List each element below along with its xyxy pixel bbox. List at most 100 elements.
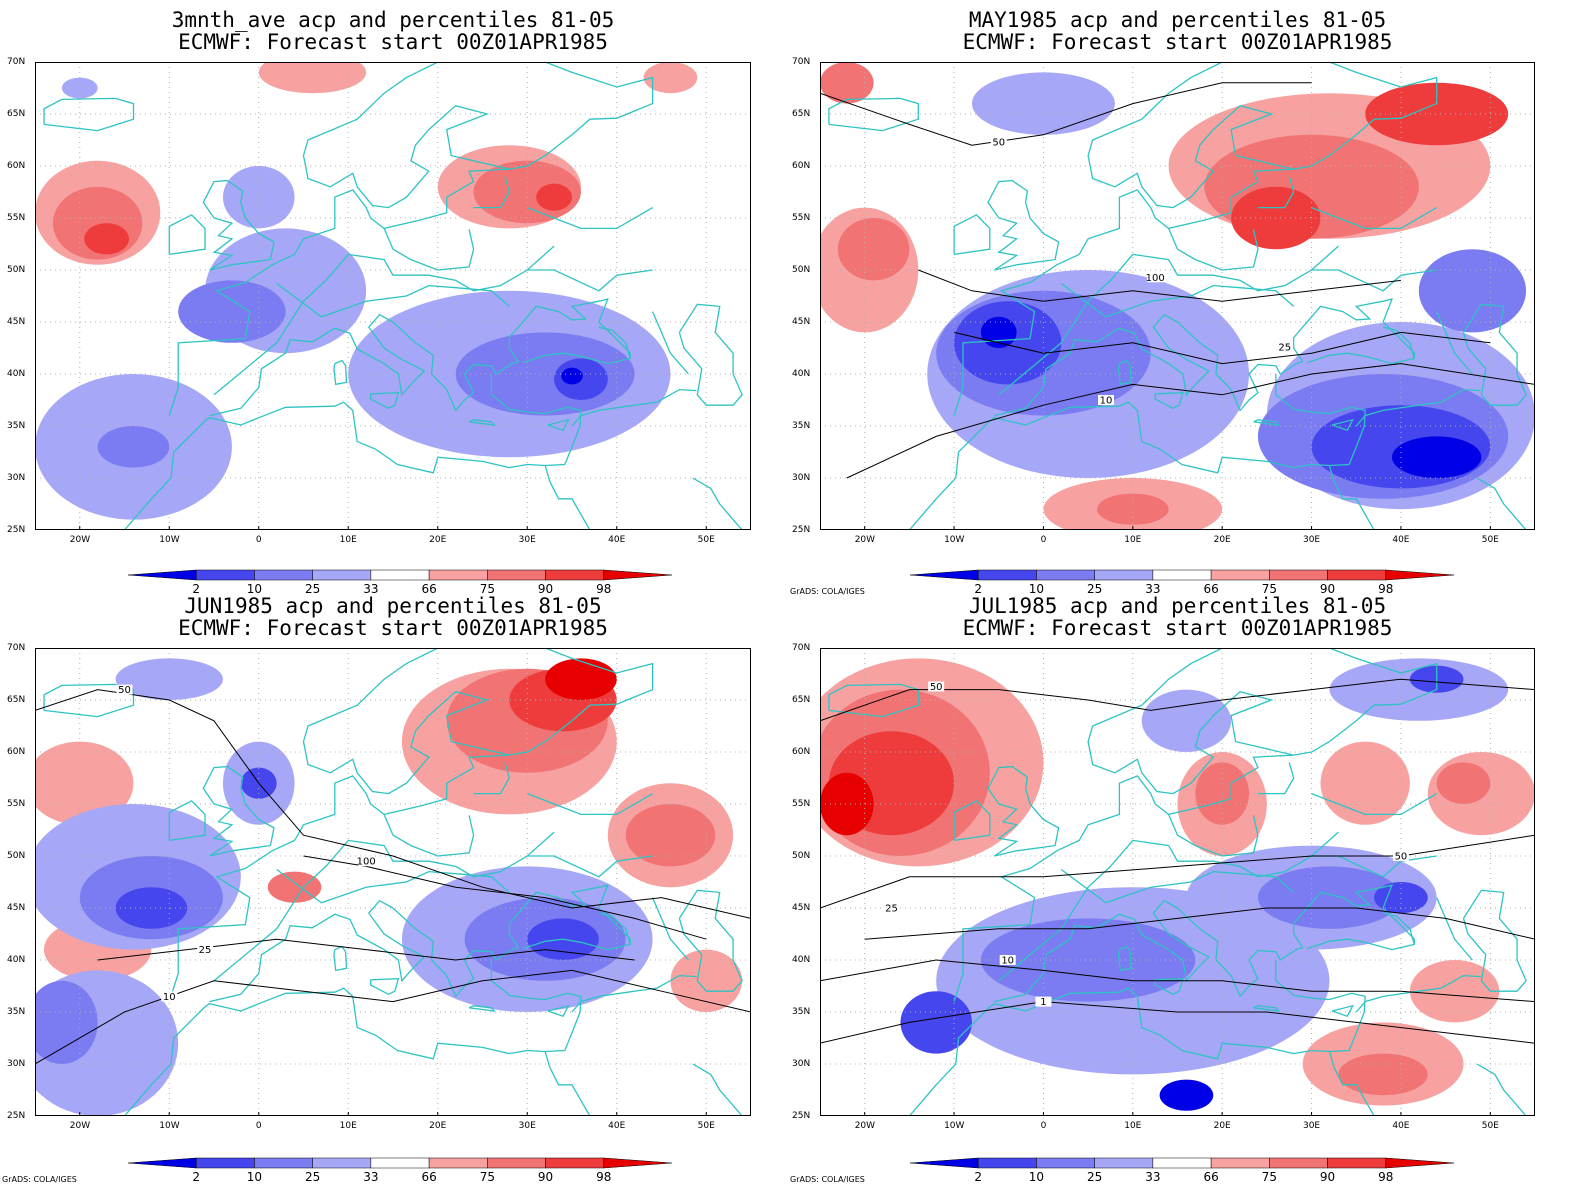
colorbar-segment	[603, 1157, 672, 1169]
climate-contour	[846, 363, 1535, 479]
coastline	[544, 1051, 551, 1068]
coastline	[1253, 419, 1281, 426]
coastline	[202, 179, 275, 271]
coastline	[509, 62, 654, 170]
percentile-shade	[670, 949, 743, 1012]
contour-label-background	[1098, 395, 1114, 405]
coastline	[1333, 480, 1375, 530]
panel-3month-average: 3mnth_ave acp and percentiles 81-05 ECMWF…	[0, 0, 790, 596]
longitude-label: 20E	[429, 1121, 447, 1131]
coastline	[1311, 792, 1438, 816]
percentile-map: 50 10 25 100	[35, 648, 751, 1116]
colorbar-label: 98	[1378, 1170, 1394, 1184]
contour-label-background	[1276, 341, 1293, 352]
panel-title: JUN1985 acp and percentiles 81-05	[184, 594, 602, 618]
coastline	[998, 831, 1339, 982]
coastline	[571, 974, 697, 1013]
colorbar-segment	[1327, 569, 1387, 581]
colorbar-segment	[370, 569, 430, 581]
coastline	[1382, 326, 1415, 359]
latitude-label: 25N	[7, 525, 26, 535]
coastline	[953, 214, 991, 256]
longitude-label: 20E	[1213, 1121, 1231, 1131]
colorbar-label: 2	[974, 1170, 983, 1184]
contour-label: 50	[930, 682, 943, 693]
colorbar-label: 66	[421, 582, 437, 596]
contour-label-background	[990, 137, 1007, 148]
colorbar-label: 90	[1319, 1170, 1336, 1184]
map-frame	[35, 648, 751, 1116]
coastline	[202, 765, 275, 857]
contour-label-background	[197, 944, 214, 955]
map-frame	[820, 648, 1535, 1116]
colorbar-label: 90	[537, 582, 554, 596]
coastline	[473, 176, 510, 209]
percentile-shade	[258, 62, 367, 94]
percentile-shade	[1338, 1053, 1428, 1096]
latitude-label: 45N	[792, 317, 811, 327]
coastline	[468, 1005, 496, 1012]
longitude-label: 10E	[1124, 1121, 1142, 1131]
coastline	[994, 884, 1415, 1003]
coastline	[692, 1063, 743, 1116]
coastline	[1333, 1066, 1375, 1116]
latitude-label: 55N	[792, 213, 811, 223]
coastline	[953, 800, 991, 842]
coastline	[1293, 62, 1438, 170]
percentile-shade	[1365, 82, 1509, 146]
latitude-label: 60N	[792, 161, 811, 171]
percentile-shade	[837, 218, 910, 281]
longitude-label: 20E	[1213, 535, 1231, 545]
coastline	[953, 648, 1294, 1002]
percentile-shade	[115, 887, 188, 929]
colorbar-label: 90	[1319, 582, 1336, 596]
coastline	[168, 800, 206, 842]
latitude-label: 50N	[7, 851, 26, 861]
percentile-shade	[35, 980, 98, 1064]
coastline	[43, 683, 135, 718]
climate-contour	[820, 959, 1535, 1003]
coastline	[692, 477, 743, 530]
longitude-label: 20W	[854, 1121, 876, 1131]
latitude-label: 60N	[792, 747, 811, 757]
colorbar-label: 75	[479, 1170, 495, 1184]
percentile-shade	[1409, 960, 1500, 1023]
coastline	[168, 648, 510, 1002]
coastline	[369, 392, 400, 410]
colorbar-label: 25	[305, 582, 321, 596]
longitude-label: 0	[1040, 1121, 1047, 1131]
percentile-shade	[1097, 493, 1169, 525]
colorbar-segment	[487, 569, 546, 581]
coastline	[383, 228, 475, 271]
colorbar-label: 33	[363, 1170, 379, 1184]
colorbar-label: 66	[421, 1170, 437, 1184]
coastline	[213, 831, 555, 982]
coastline	[1355, 388, 1481, 427]
coastline	[908, 960, 1366, 1116]
contour-label: 50	[1395, 852, 1408, 863]
coastline	[598, 912, 631, 945]
coastline	[209, 884, 631, 1003]
percentile-shade	[1141, 689, 1232, 752]
colorbar-segment	[1094, 1157, 1154, 1169]
panel-subtitle: ECMWF: Forecast start 00Z01APR1985	[962, 30, 1393, 54]
panel-jul-1985: JUL1985 acp and percentiles 81-05 ECMWF: …	[790, 596, 1596, 1196]
coastline	[276, 282, 510, 318]
coastline	[473, 762, 510, 795]
colorbar-label: 98	[596, 1170, 612, 1184]
latitude-label: 55N	[7, 799, 26, 809]
coastline	[1060, 868, 1295, 904]
latitude-label: 40N	[792, 955, 811, 965]
percentile-shade	[820, 772, 874, 836]
coastline	[369, 978, 400, 996]
percentile-shade	[1257, 866, 1401, 929]
coastline	[1257, 762, 1295, 795]
colorbar-segment	[1385, 1157, 1454, 1169]
colorbar-segment	[428, 569, 488, 581]
latitude-label: 70N	[792, 643, 811, 653]
colorbar-label: 10	[1028, 582, 1045, 596]
colorbar-segment	[370, 1157, 430, 1169]
longitude-label: 20E	[429, 535, 447, 545]
percentile-shade	[643, 62, 698, 94]
coastline	[509, 648, 654, 756]
